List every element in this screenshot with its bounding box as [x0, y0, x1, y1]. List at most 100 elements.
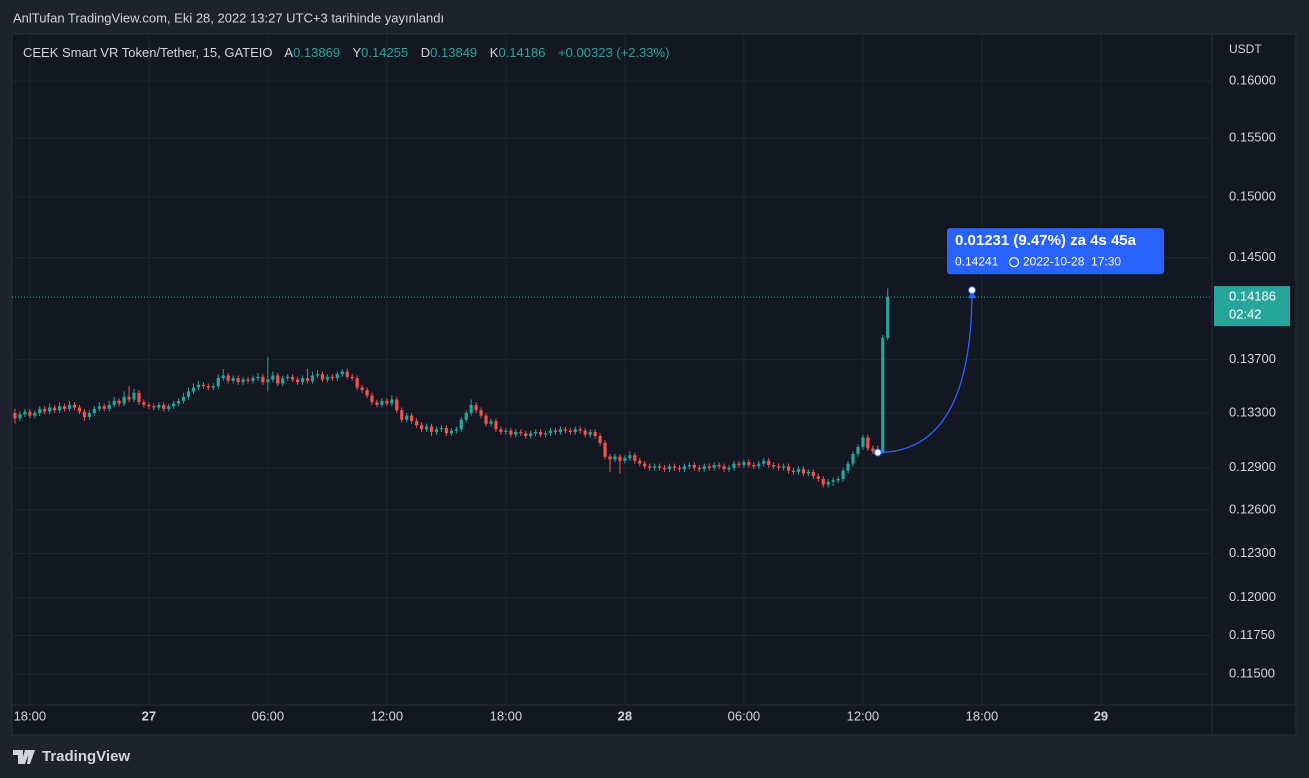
candle-body [653, 466, 657, 468]
candle-body [117, 400, 121, 404]
candle-body [310, 375, 315, 381]
candle-body [335, 374, 339, 379]
candle-body [801, 469, 806, 474]
candle-body [747, 462, 751, 466]
last-price-label: 0.14186 [1229, 289, 1276, 304]
y-tick-label: 0.15500 [1229, 129, 1276, 144]
candle-body [405, 415, 409, 420]
candle-body [147, 404, 151, 407]
candle-body [142, 402, 146, 405]
measure-price: 0.14241 [955, 254, 999, 268]
candle-body [608, 456, 612, 460]
candle-body [598, 436, 602, 443]
candle-body [499, 429, 503, 432]
measure-curve [877, 290, 973, 454]
candle-body [672, 466, 677, 468]
candle-body [181, 396, 186, 401]
candle-body [186, 391, 191, 397]
y-tick-label: 0.14500 [1229, 249, 1276, 264]
candle-body [722, 466, 726, 470]
candle-body [419, 425, 424, 430]
candle-body [593, 431, 597, 437]
candle-body [360, 387, 364, 391]
candle-body [489, 421, 493, 424]
candle-body [300, 378, 305, 383]
candle-body [206, 386, 210, 388]
candle-body [127, 396, 131, 400]
candle-body [772, 465, 776, 467]
candle-body [177, 400, 181, 404]
candle-body [58, 406, 62, 411]
candle-body [390, 399, 394, 404]
measure-time: 2022-10-28 17:30 [1023, 254, 1121, 268]
candle-body [385, 400, 389, 404]
y-tick-label: 0.13700 [1229, 351, 1276, 366]
candle-body [816, 476, 820, 479]
candle-body [509, 430, 513, 435]
candle-body [350, 376, 354, 379]
candle-body [320, 374, 325, 380]
candle-body [330, 376, 334, 379]
candle-body [846, 463, 850, 471]
candle-body [702, 466, 706, 470]
symbol-title: CEEK Smart VR Token/Tether, 15, GATEIO [23, 45, 273, 60]
candle-body [305, 378, 310, 381]
candle-body [251, 378, 255, 381]
candle-body [87, 412, 91, 417]
candle-body [479, 410, 483, 416]
candle-body [568, 430, 572, 432]
countdown-label: 02:42 [1229, 307, 1262, 322]
candle-body [266, 379, 270, 383]
x-tick-label: 06:00 [252, 708, 285, 723]
tradingview-logo: TradingView [13, 748, 130, 765]
candle-body [742, 462, 746, 466]
candle-body [796, 469, 801, 472]
candle-body [201, 384, 206, 387]
measure-start [873, 448, 882, 457]
y-tick-label: 0.12900 [1229, 459, 1276, 474]
candle-body [831, 480, 835, 482]
candle-body [72, 404, 77, 408]
y-tick-label: 0.15000 [1229, 188, 1276, 203]
candle-body [618, 456, 622, 461]
candle-body [578, 429, 582, 431]
candle-body [538, 431, 543, 435]
candle-body [53, 407, 57, 411]
candle-body [395, 399, 399, 411]
candle-body [196, 384, 201, 388]
candle-body [439, 427, 444, 430]
legend-label: D [421, 45, 430, 60]
candle-body [23, 411, 27, 415]
logo-icon [13, 750, 35, 764]
x-tick-label: 28 [618, 708, 632, 723]
candle-body [886, 297, 890, 338]
legend-open: 0.13869 [293, 45, 340, 60]
candle-body [583, 430, 587, 435]
candle-body [524, 433, 528, 437]
candle-body [464, 412, 468, 420]
candle-body [732, 463, 736, 468]
candle-body [866, 437, 870, 449]
candle-body [315, 374, 320, 376]
logo-text: TradingView [42, 748, 130, 765]
candle-body [241, 379, 245, 383]
candle-body [504, 430, 508, 432]
candle-body [191, 387, 196, 392]
candle-body [449, 430, 453, 434]
candle-body [152, 406, 156, 408]
candle-body [821, 478, 825, 485]
candle-body [33, 412, 37, 416]
candles [13, 288, 890, 488]
candle-body [434, 429, 439, 432]
candle-body [380, 400, 384, 405]
candle-body [13, 412, 17, 419]
candle-body [355, 378, 359, 388]
candle-body [474, 404, 478, 411]
measure-box [947, 228, 1164, 275]
y-tick-label: 0.12600 [1229, 501, 1276, 516]
candle-body [97, 406, 101, 409]
y-tick-label: 0.11750 [1229, 627, 1275, 642]
candle-body [841, 470, 845, 479]
candle-body [861, 437, 865, 448]
